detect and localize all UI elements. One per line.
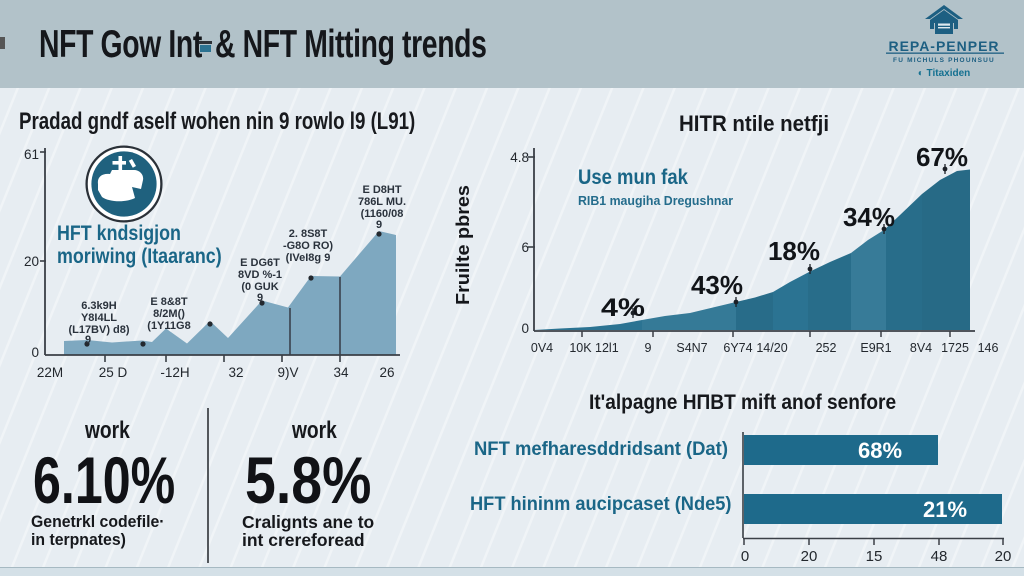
svg-text:6Y74: 6Y74 — [723, 341, 752, 355]
svg-text:6: 6 — [521, 240, 529, 255]
svg-text:8V4: 8V4 — [910, 341, 932, 355]
svg-text:E DG6T: E DG6T — [240, 257, 280, 269]
svg-text:9: 9 — [257, 292, 263, 304]
svg-text:9: 9 — [85, 334, 91, 346]
svg-text:61: 61 — [24, 147, 39, 162]
svg-text:0: 0 — [741, 548, 749, 565]
svg-text:20: 20 — [995, 548, 1012, 565]
svg-text:9: 9 — [376, 219, 382, 231]
svg-text:32: 32 — [228, 365, 243, 380]
svg-text:4.8: 4.8 — [510, 150, 529, 165]
svg-text:REPA-PENPER: REPA-PENPER — [888, 38, 999, 54]
svg-text:FU MICHULS PHOUNSUU: FU MICHULS PHOUNSUU — [893, 57, 995, 64]
svg-text:9: 9 — [645, 341, 652, 355]
svg-text:20: 20 — [801, 548, 818, 565]
svg-text:15: 15 — [866, 548, 883, 565]
svg-text:Y8I4LL: Y8I4LL — [81, 312, 117, 324]
svg-text:E D8HT: E D8HT — [362, 184, 401, 196]
svg-text:0: 0 — [521, 321, 529, 336]
svg-text:18%: 18% — [768, 236, 820, 266]
svg-text:48: 48 — [931, 548, 948, 565]
svg-text:25 D: 25 D — [99, 365, 128, 380]
svg-text:1725: 1725 — [941, 341, 969, 355]
svg-text:0V4: 0V4 — [531, 341, 553, 355]
svg-text:(IVeI8g 9: (IVeI8g 9 — [286, 252, 331, 264]
svg-text:4%: 4% — [601, 294, 645, 322]
svg-text:34%: 34% — [843, 202, 895, 232]
svg-text:2. 8S8T: 2. 8S8T — [289, 228, 328, 240]
svg-text:34: 34 — [333, 365, 349, 380]
svg-text:(0 GUK: (0 GUK — [241, 281, 278, 293]
svg-text:E 8&8T: E 8&8T — [150, 296, 188, 308]
svg-text:0: 0 — [31, 345, 39, 360]
svg-text:6.3k9H: 6.3k9H — [81, 300, 117, 312]
svg-text:14/20: 14/20 — [756, 341, 787, 355]
svg-text:9)V: 9)V — [277, 365, 298, 380]
svg-text:20: 20 — [24, 254, 39, 269]
svg-text:21%: 21% — [923, 497, 967, 522]
svg-text:S4N7: S4N7 — [676, 341, 707, 355]
svg-text:◐ Titaxiden: ◐ Titaxiden — [918, 68, 971, 79]
svg-text:67%: 67% — [916, 142, 968, 172]
svg-text:(1Y11G8: (1Y11G8 — [147, 320, 190, 332]
svg-text:68%: 68% — [858, 438, 902, 463]
svg-text:43%: 43% — [691, 270, 743, 300]
svg-text:(L17BV) d8): (L17BV) d8) — [68, 324, 129, 336]
svg-text:8VD %-1: 8VD %-1 — [238, 269, 282, 281]
svg-text:146: 146 — [978, 341, 999, 355]
svg-text:-12H: -12H — [160, 365, 189, 380]
svg-text:786L MU.: 786L MU. — [358, 196, 406, 208]
svg-text:10K 12l1: 10K 12l1 — [569, 341, 618, 355]
svg-text:252: 252 — [816, 341, 837, 355]
svg-text:-G8O RO): -G8O RO) — [283, 240, 333, 252]
svg-text:8/2M(): 8/2M() — [153, 308, 185, 320]
svg-text:26: 26 — [379, 365, 394, 380]
svg-text:E9R1: E9R1 — [860, 341, 891, 355]
svg-text:(1160/08: (1160/08 — [361, 208, 404, 220]
svg-text:22M: 22M — [37, 365, 63, 380]
